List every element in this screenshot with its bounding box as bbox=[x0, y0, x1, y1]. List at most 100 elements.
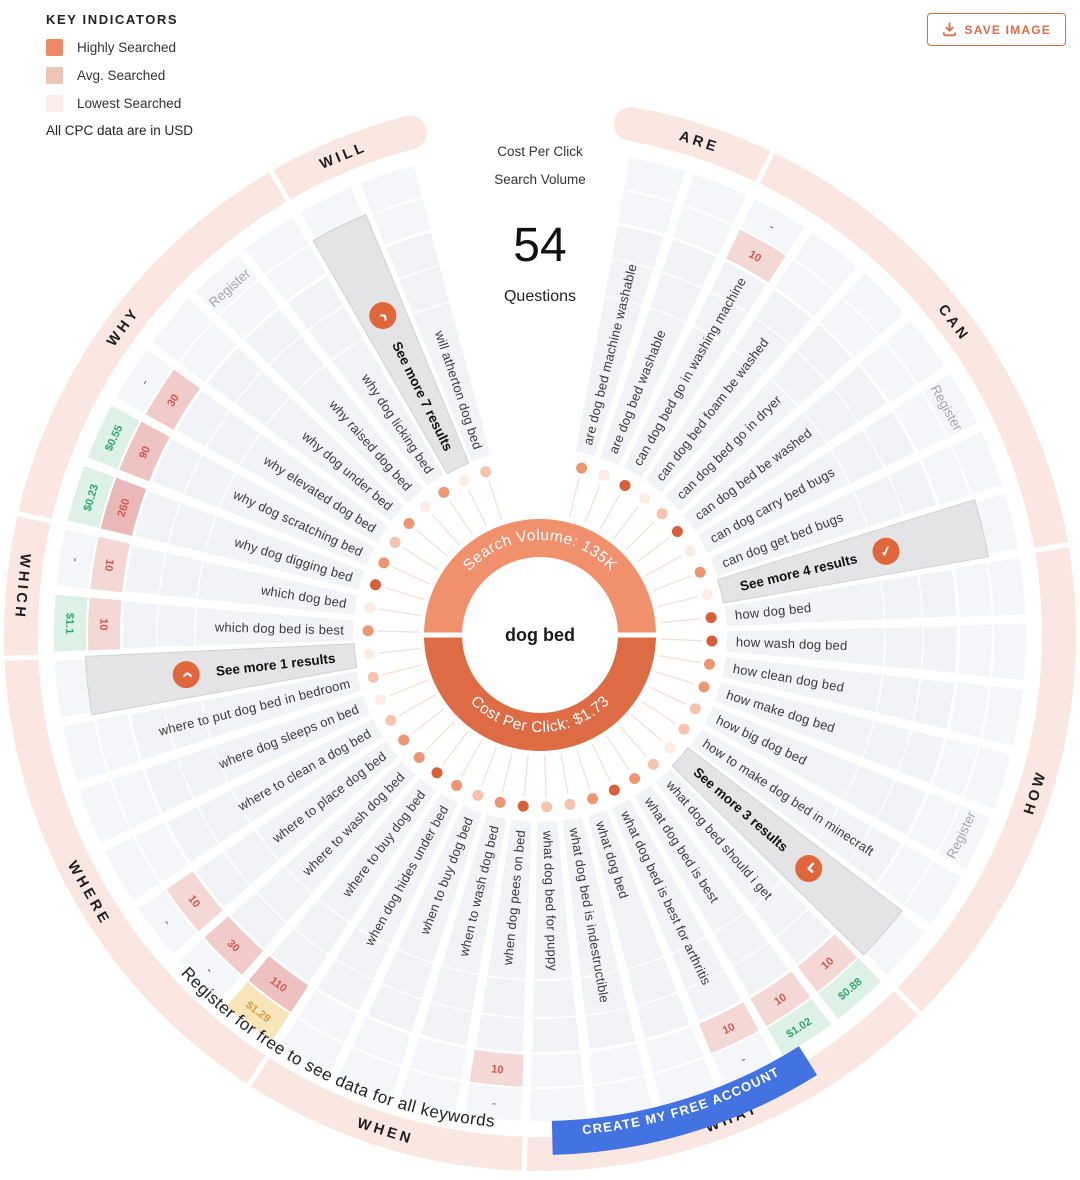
question-cell[interactable] bbox=[620, 258, 769, 481]
question-cell[interactable] bbox=[164, 716, 386, 865]
volume-dot bbox=[587, 793, 599, 805]
question-count: 54 bbox=[513, 219, 567, 272]
volume-dot bbox=[564, 798, 576, 810]
check-icon[interactable] bbox=[872, 537, 900, 565]
volume-dot bbox=[576, 462, 588, 474]
spoke-line bbox=[606, 735, 630, 771]
volume-cell bbox=[958, 624, 992, 678]
question-cell[interactable] bbox=[631, 782, 792, 999]
volume-badge bbox=[90, 536, 131, 593]
volume-dot bbox=[671, 525, 683, 537]
question-cell[interactable] bbox=[585, 807, 693, 1041]
spoke-line bbox=[612, 505, 639, 540]
question-cell[interactable] bbox=[365, 802, 485, 1035]
cell-grid-arc bbox=[196, 805, 220, 845]
avg-searched-swatch bbox=[46, 67, 63, 84]
question-cell[interactable] bbox=[724, 624, 959, 676]
cell-grid-arc bbox=[200, 699, 212, 740]
question-cell[interactable] bbox=[722, 567, 959, 629]
question-cell[interactable] bbox=[128, 668, 364, 763]
chevron-up-icon[interactable] bbox=[172, 661, 200, 689]
volume-cell bbox=[617, 190, 675, 235]
question-cell[interactable] bbox=[204, 344, 408, 525]
cell-grid-arc bbox=[294, 364, 326, 393]
volume-dot bbox=[363, 648, 375, 660]
arrow-up-right-icon[interactable] bbox=[369, 302, 397, 330]
question-cell[interactable] bbox=[680, 362, 890, 534]
question-cell[interactable] bbox=[123, 542, 360, 618]
question-cell[interactable] bbox=[530, 819, 582, 1054]
question-cell[interactable] bbox=[609, 796, 744, 1024]
see-more-banner-wedge[interactable] bbox=[716, 499, 989, 604]
rim-divider bbox=[893, 986, 924, 1018]
save-image-button[interactable]: SAVE IMAGE bbox=[926, 13, 1066, 46]
question-cell[interactable] bbox=[597, 237, 719, 468]
see-more-banner-wedge[interactable] bbox=[312, 213, 470, 475]
cell-grid-arc bbox=[176, 757, 195, 800]
cpc-cell bbox=[885, 320, 945, 384]
spoke-line bbox=[655, 670, 695, 685]
question-cell[interactable] bbox=[642, 287, 815, 496]
cell-grid-arc bbox=[875, 673, 884, 714]
volume-badge-value: 10 bbox=[185, 893, 202, 910]
center-cpc-axis-label: Cost Per Click bbox=[497, 144, 583, 159]
question-cell[interactable] bbox=[712, 679, 947, 786]
cell-grid-arc bbox=[670, 936, 708, 955]
cpc-cell bbox=[794, 232, 858, 292]
cell-grid-arc bbox=[397, 264, 441, 280]
question-cell[interactable] bbox=[719, 654, 957, 732]
cpc-badge bbox=[87, 405, 140, 469]
question-cell[interactable] bbox=[560, 814, 638, 1052]
see-more-banner-wedge[interactable] bbox=[84, 643, 358, 716]
cell-grid-arc bbox=[610, 257, 655, 271]
cell-grid-arc bbox=[334, 957, 375, 981]
cell-grid-arc bbox=[307, 304, 346, 332]
volume-dot bbox=[370, 579, 382, 591]
question-cell[interactable] bbox=[132, 488, 367, 593]
donut-volume-half bbox=[424, 518, 656, 635]
question-cell[interactable] bbox=[695, 408, 918, 556]
question-cell[interactable] bbox=[473, 817, 534, 1054]
question-cell[interactable] bbox=[269, 775, 439, 986]
question-cell[interactable] bbox=[688, 726, 904, 886]
spoke-line bbox=[389, 679, 429, 697]
question-cell[interactable] bbox=[662, 322, 855, 514]
question-cell[interactable] bbox=[228, 758, 419, 951]
question-cell[interactable] bbox=[418, 811, 509, 1048]
volume-dot bbox=[541, 801, 553, 813]
cell-grid-arc bbox=[841, 764, 861, 802]
question-cell[interactable] bbox=[285, 274, 447, 489]
question-label[interactable]: which dog bed is best bbox=[214, 619, 345, 637]
question-cell[interactable] bbox=[701, 703, 929, 838]
volume-badge-value: 90 bbox=[137, 444, 153, 460]
question-cell[interactable] bbox=[707, 458, 939, 579]
question-cell[interactable] bbox=[383, 230, 493, 464]
legend-title: KEY INDICATORS bbox=[46, 12, 179, 27]
question-cell[interactable] bbox=[193, 738, 401, 911]
cell-grid-arc bbox=[709, 290, 749, 315]
cta-button[interactable] bbox=[551, 1046, 818, 1155]
question-cell[interactable] bbox=[242, 306, 426, 506]
volume-cell bbox=[135, 822, 189, 883]
volume-dot bbox=[678, 723, 690, 735]
cell-grid-arc bbox=[754, 317, 791, 346]
cell-grid-arc bbox=[163, 706, 176, 751]
cpc-cell bbox=[359, 165, 423, 214]
question-cell[interactable] bbox=[314, 790, 461, 1014]
highly-searched-swatch bbox=[46, 39, 63, 56]
question-cell[interactable] bbox=[149, 436, 378, 569]
volume-cell bbox=[948, 682, 990, 738]
spoke-line bbox=[399, 694, 436, 717]
question-cell[interactable] bbox=[652, 766, 835, 967]
question-cell[interactable] bbox=[573, 223, 666, 459]
cpc-cell bbox=[138, 890, 198, 954]
question-cell[interactable] bbox=[121, 599, 356, 651]
spoke-line bbox=[501, 752, 513, 793]
question-cell[interactable] bbox=[142, 693, 374, 816]
see-more-banner-wedge[interactable] bbox=[671, 747, 903, 956]
volume-badge bbox=[725, 229, 786, 283]
question-cell[interactable] bbox=[173, 388, 391, 546]
question-label[interactable]: what dog bed for puppy bbox=[540, 830, 560, 972]
question-label[interactable]: how wash dog bed bbox=[736, 634, 848, 653]
cell-grid-arc bbox=[283, 865, 313, 895]
